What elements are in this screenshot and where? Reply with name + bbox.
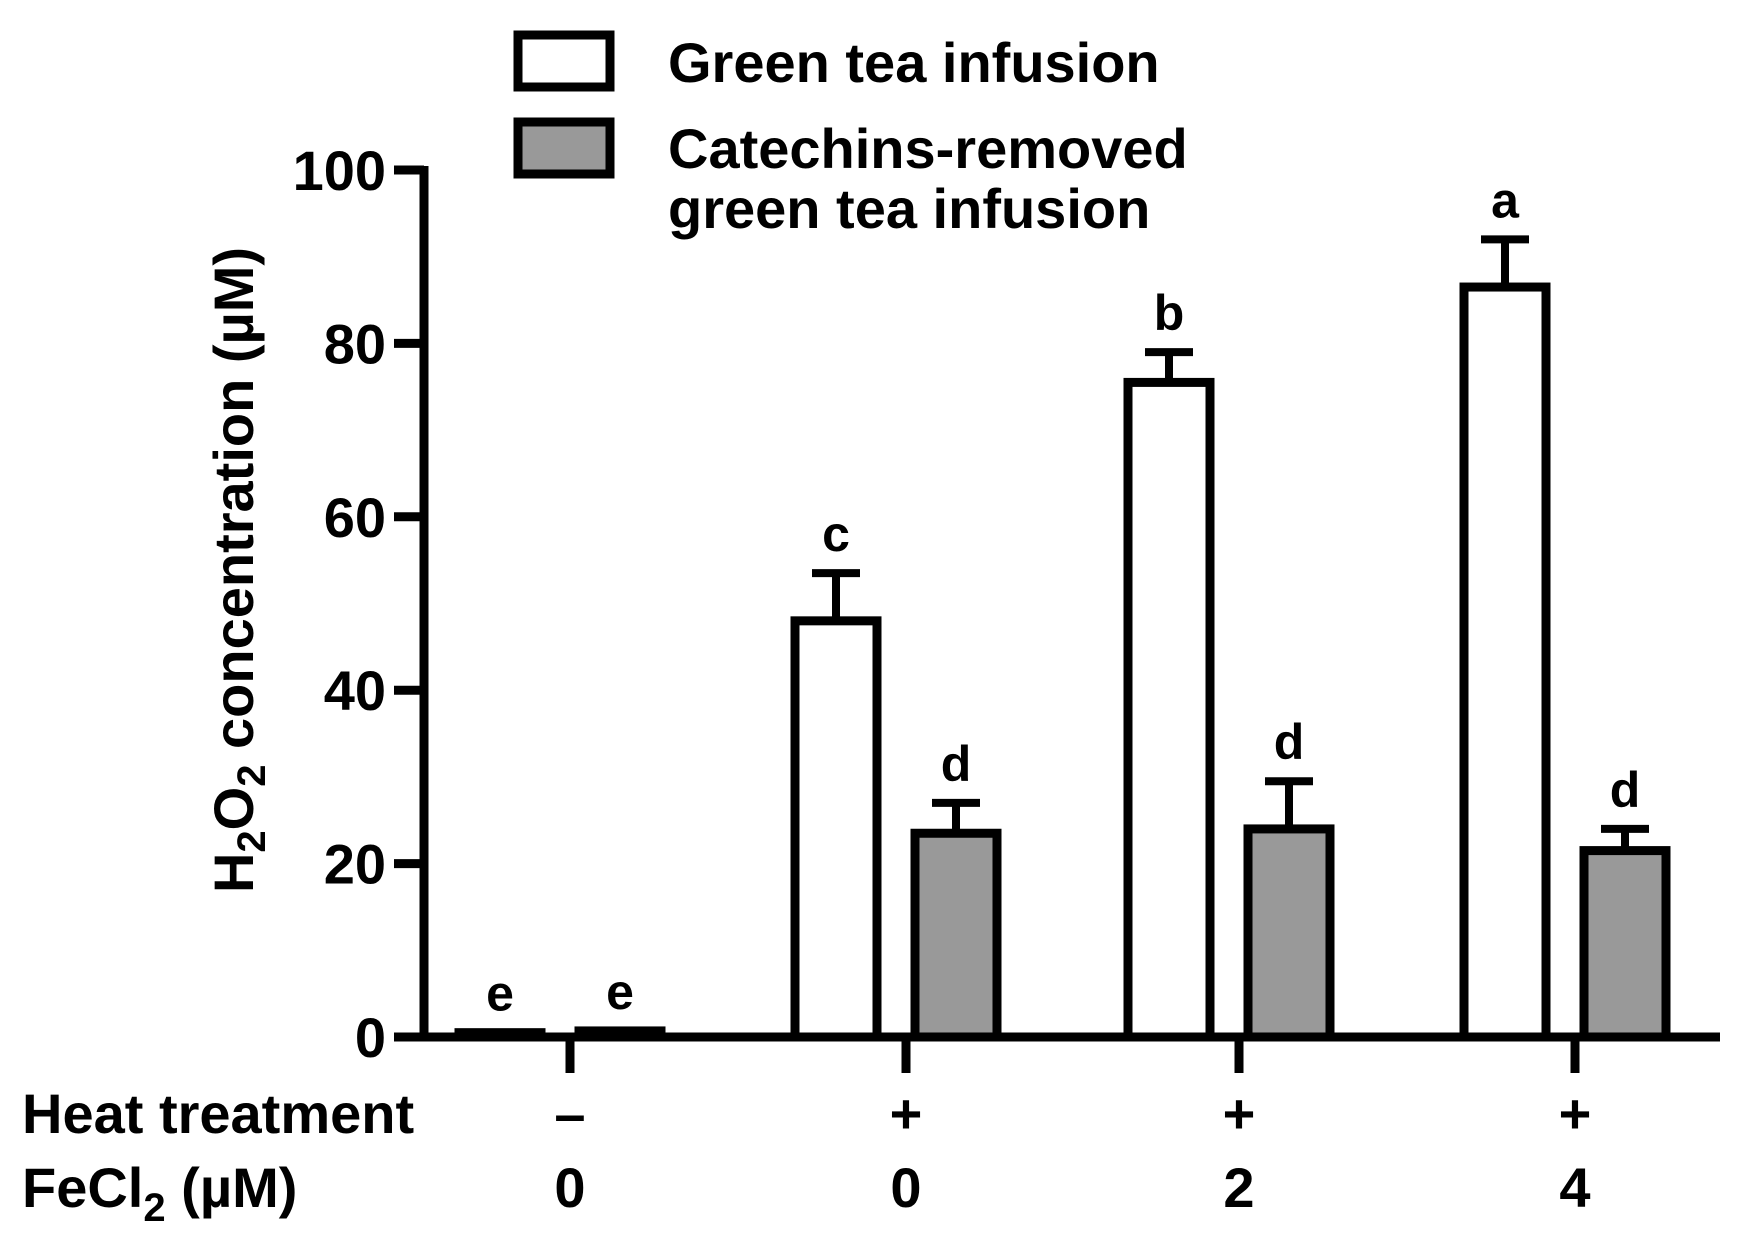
legend-label-green-tea: Green tea infusion: [668, 31, 1160, 94]
row-label-fecl2-sub: 2: [143, 1186, 165, 1230]
bar-letter: d: [941, 736, 972, 792]
bar-letter: e: [606, 964, 634, 1020]
y-tick-label: 80: [324, 312, 386, 375]
bar: [454, 1028, 546, 1042]
y-tick-label: 20: [324, 833, 386, 896]
y-axis-title-sub1: 2: [230, 830, 274, 852]
bar: [574, 1026, 666, 1042]
y-axis-title-sub2: 2: [230, 765, 274, 787]
row-label-fecl2-unit: (µM): [166, 1156, 298, 1219]
bar-letter: d: [1610, 762, 1641, 818]
bar-letter: b: [1154, 285, 1185, 341]
y-axis-title-o: O: [202, 787, 265, 831]
y-axis-title: H2O2 concentration (µM): [202, 247, 274, 893]
bar-letter: a: [1491, 172, 1520, 228]
bar-letter: e: [486, 966, 514, 1022]
bar-letter: d: [1274, 714, 1305, 770]
row-label-heat-treatment: Heat treatment: [22, 1082, 414, 1145]
heat-treatment-value: –: [554, 1082, 585, 1145]
legend-swatch-catechins-removed: [513, 117, 615, 179]
heat-treatment-value: +: [890, 1082, 923, 1145]
y-tick-label: 100: [293, 139, 386, 202]
legend: Green tea infusion Catechins-removed gre…: [513, 30, 1188, 240]
bar-letter: c: [822, 506, 850, 562]
y-tick-label: 40: [324, 659, 386, 722]
bar: [1579, 846, 1671, 1042]
fecl2-value: 0: [554, 1156, 585, 1219]
row-label-fecl2: FeCl2 (µM): [22, 1156, 297, 1230]
bar: [1459, 282, 1551, 1042]
bar: [910, 828, 1002, 1042]
fecl2-value: 4: [1559, 1156, 1590, 1219]
bar: [790, 616, 882, 1042]
y-axis-title-h: H: [202, 853, 265, 893]
y-axis-title-rest: concentration (µM): [202, 247, 265, 765]
legend-label-catechins-removed-line1: Catechins-removed: [668, 117, 1188, 180]
fecl2-value: 0: [890, 1156, 921, 1219]
fecl2-value: 2: [1223, 1156, 1254, 1219]
legend-swatch-green-tea: [513, 30, 615, 92]
bars: [454, 235, 1671, 1042]
legend-label-catechins-removed-line2: green tea infusion: [668, 177, 1150, 240]
bar-letters: e c b a e d d d: [486, 172, 1640, 1021]
y-tick-label: 0: [355, 1006, 386, 1069]
heat-treatment-value: +: [1223, 1082, 1256, 1145]
row-label-fecl2-main: FeCl: [22, 1156, 143, 1219]
bar: [1123, 377, 1215, 1042]
group-labels: – 0 +0 +2 +4: [554, 1082, 1591, 1219]
bar: [1243, 824, 1335, 1042]
heat-treatment-value: +: [1559, 1082, 1592, 1145]
y-tick-label: 60: [324, 486, 386, 549]
